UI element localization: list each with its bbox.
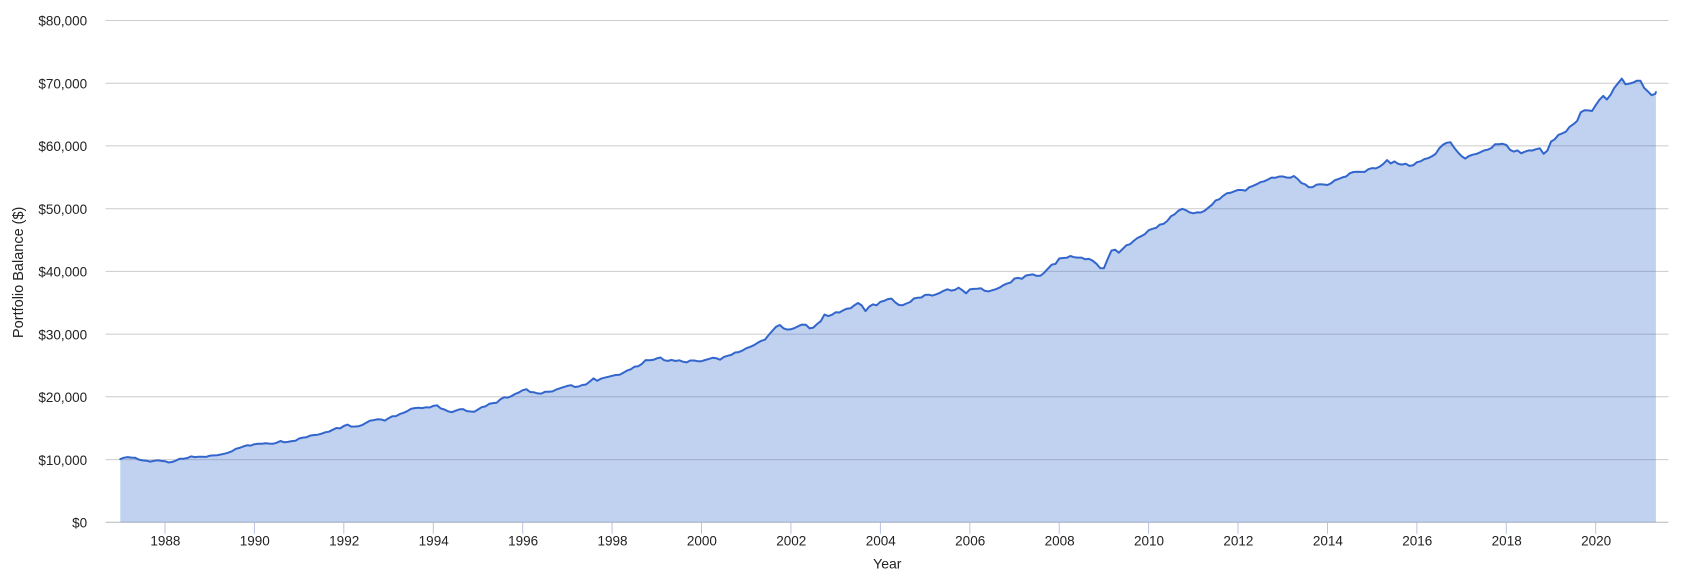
svg-text:2012: 2012 xyxy=(1223,533,1253,548)
svg-text:2000: 2000 xyxy=(687,533,717,548)
svg-text:2004: 2004 xyxy=(866,533,897,548)
svg-text:1998: 1998 xyxy=(597,533,627,548)
svg-text:1992: 1992 xyxy=(329,533,359,548)
svg-text:2018: 2018 xyxy=(1492,533,1522,548)
svg-text:$40,000: $40,000 xyxy=(38,265,87,280)
svg-text:$50,000: $50,000 xyxy=(38,202,87,217)
svg-text:2016: 2016 xyxy=(1402,533,1432,548)
svg-text:Year: Year xyxy=(873,555,902,571)
svg-text:1990: 1990 xyxy=(240,533,270,548)
svg-text:Portfolio Balance ($): Portfolio Balance ($) xyxy=(11,207,27,338)
svg-text:2006: 2006 xyxy=(955,533,985,548)
svg-text:2020: 2020 xyxy=(1581,533,1611,548)
svg-text:$20,000: $20,000 xyxy=(38,390,87,405)
svg-text:2010: 2010 xyxy=(1134,533,1164,548)
svg-text:1988: 1988 xyxy=(150,533,180,548)
svg-text:$70,000: $70,000 xyxy=(38,76,87,91)
svg-text:2008: 2008 xyxy=(1045,533,1075,548)
svg-text:$10,000: $10,000 xyxy=(38,453,87,468)
svg-text:1994: 1994 xyxy=(419,533,450,548)
svg-text:$80,000: $80,000 xyxy=(38,14,87,29)
svg-text:1996: 1996 xyxy=(508,533,538,548)
svg-text:2014: 2014 xyxy=(1313,533,1344,548)
svg-text:$0: $0 xyxy=(72,516,87,531)
svg-text:$30,000: $30,000 xyxy=(38,327,87,342)
svg-text:2002: 2002 xyxy=(776,533,806,548)
svg-text:$60,000: $60,000 xyxy=(38,139,87,154)
